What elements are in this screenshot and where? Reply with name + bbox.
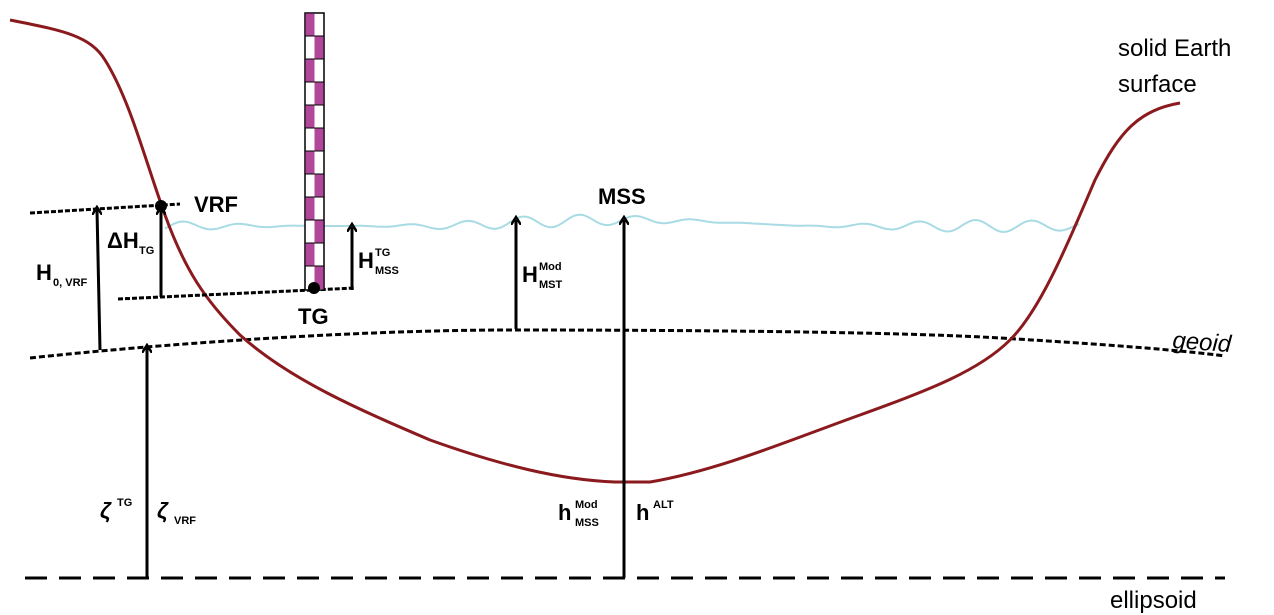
tg-label: TG [298, 304, 329, 329]
height-sup: Mod [539, 261, 562, 273]
height-sub: MST [539, 279, 563, 291]
arrow [97, 210, 100, 351]
vrf-label: VRF [194, 192, 238, 217]
ellipsoid-label: ellipsoid [1110, 587, 1197, 614]
surface-label: surface [1118, 71, 1197, 98]
height-sub: VRF [174, 515, 196, 527]
geoid-line [29, 328, 1226, 360]
mss-line [164, 213, 1080, 233]
pole-segment [314, 220, 324, 243]
solid-earth-line [9, 18, 1181, 484]
mss-label: MSS [598, 184, 646, 209]
height-symbol: H [358, 248, 374, 273]
pole-segment [305, 197, 315, 220]
pole-segment [314, 128, 324, 151]
height-sub: MSS [575, 517, 599, 529]
height-label: ζ TG [100, 497, 132, 523]
tide-gauge [304, 12, 325, 291]
height-sup: TG [375, 247, 390, 259]
height-label: HMod MST [522, 261, 563, 291]
height-label: h ALT [636, 499, 674, 525]
surface-label: solid Earth [1118, 35, 1231, 62]
height-sup: ALT [653, 499, 674, 511]
pole-segment [305, 243, 315, 266]
pole-segment [305, 59, 315, 82]
pole-segment [305, 13, 315, 36]
height-sup: Mod [575, 499, 598, 511]
height-symbol: H [522, 262, 538, 287]
height-symbol: ζ [157, 498, 169, 523]
pole-segment [305, 105, 315, 128]
geoid-label: geoid [1172, 327, 1233, 358]
pole-segment [314, 36, 324, 59]
tg-point [308, 282, 320, 294]
height-label: h Mod MSS [558, 499, 599, 529]
height-symbol: h [558, 500, 571, 525]
pole-segment [314, 266, 324, 289]
height-label: H0, VRF [36, 260, 88, 289]
height-label: HTG MSS [358, 247, 399, 277]
height-label: ΔHTG [107, 228, 154, 257]
height-label: ζ VRF [157, 498, 196, 527]
pole-segment [305, 151, 315, 174]
height-symbol: ΔH [107, 228, 139, 253]
height-symbol: ζ [100, 498, 112, 523]
height-sup: TG [117, 497, 132, 509]
vrf-line [29, 202, 181, 215]
pole-segment [314, 174, 324, 197]
pole-segment [314, 82, 324, 105]
height-sub: 0, VRF [53, 277, 88, 289]
height-symbol: H [36, 260, 52, 285]
height-sub: MSS [375, 265, 399, 277]
height-sub: TG [139, 245, 154, 257]
height-symbol: h [636, 500, 649, 525]
